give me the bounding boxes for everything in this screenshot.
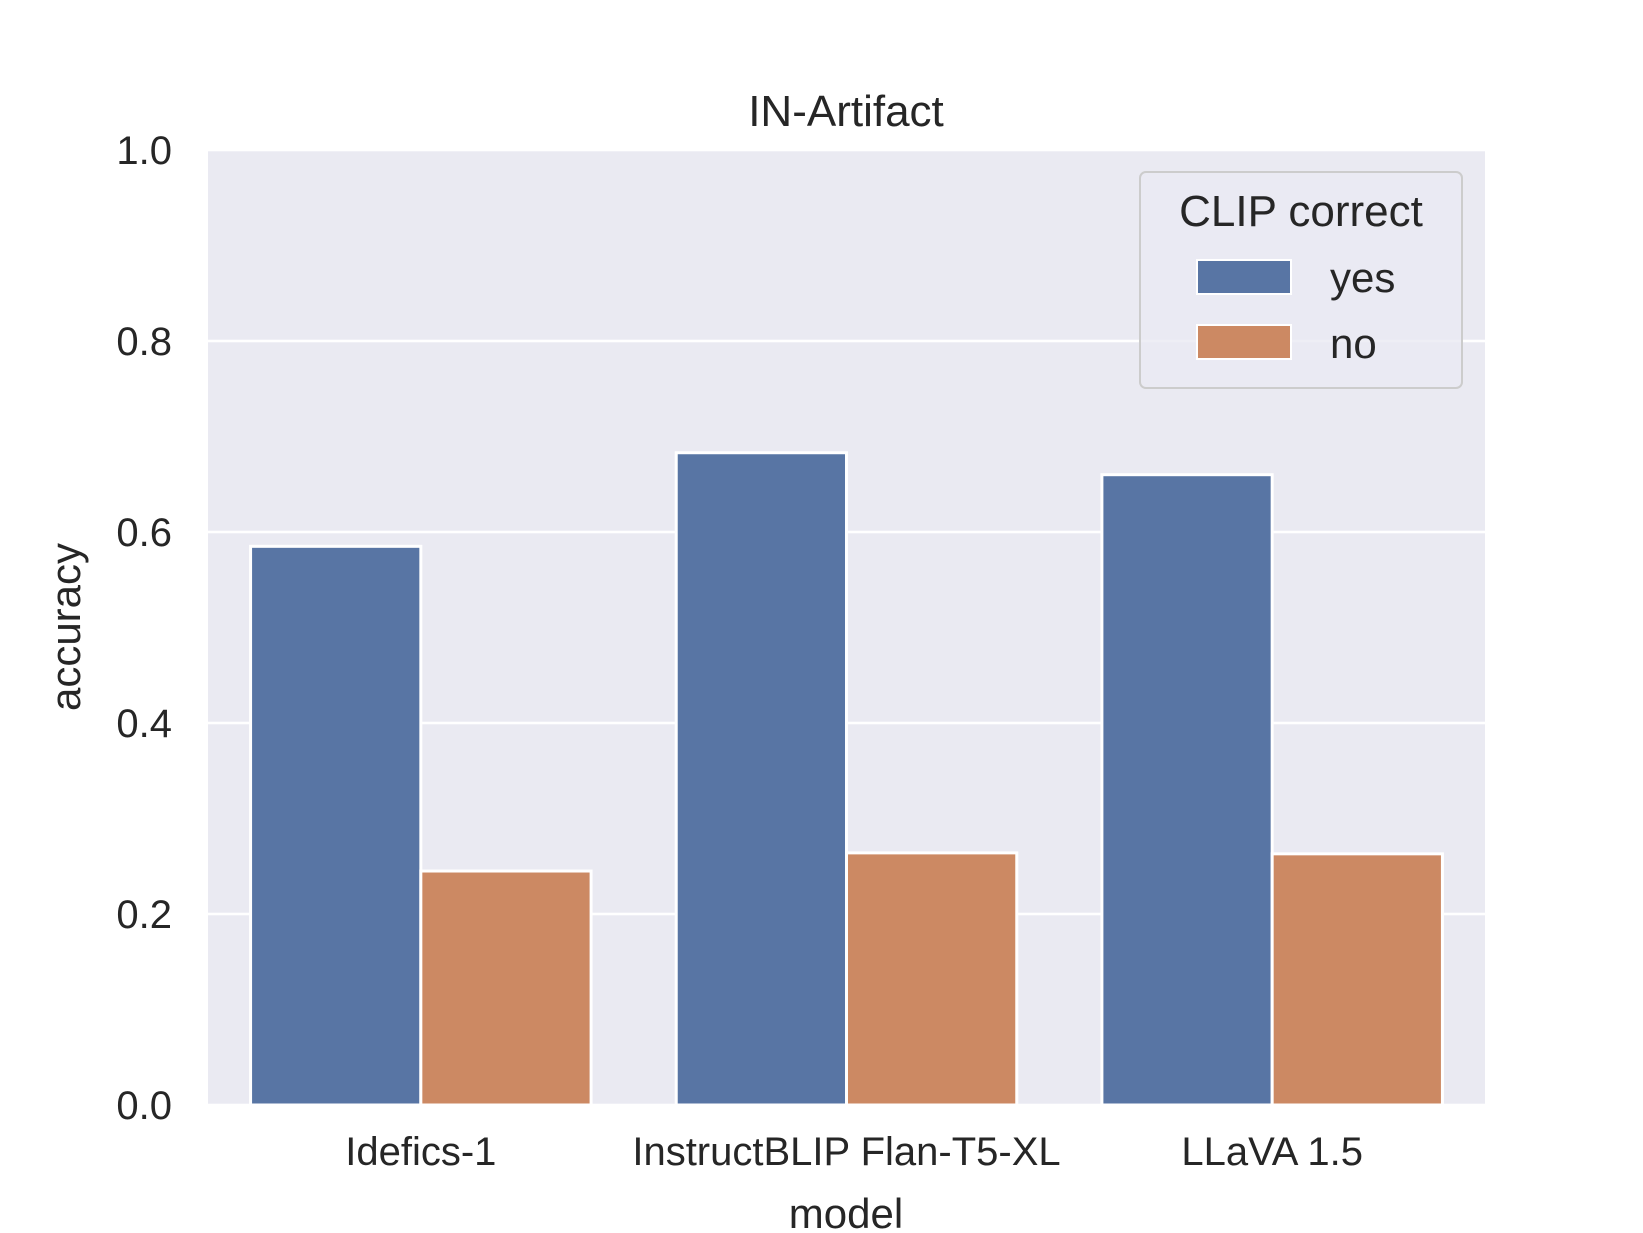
x-tick-label: InstructBLIP Flan-T5-XL xyxy=(632,1130,1060,1174)
legend-swatch-no xyxy=(1196,324,1292,360)
y-tick-label: 0.6 xyxy=(116,511,172,555)
bar-yes-0 xyxy=(249,544,423,1107)
bar-no-2 xyxy=(1270,852,1444,1107)
y-tick-labels: 0.0 0.2 0.4 0.6 0.8 1.0 xyxy=(116,129,172,1128)
legend-label-yes: yes xyxy=(1330,254,1395,301)
bars xyxy=(249,451,1444,1107)
x-axis-label: model xyxy=(789,1190,903,1233)
y-tick-label: 0.0 xyxy=(116,1084,172,1128)
x-tick-labels: Idefics-1 InstructBLIP Flan-T5-XL LLaVA 1.… xyxy=(345,1130,1363,1174)
legend-title: CLIP correct xyxy=(1179,187,1423,236)
y-tick-label: 0.4 xyxy=(116,702,172,746)
legend-swatch-yes xyxy=(1196,259,1292,295)
y-tick-label: 0.2 xyxy=(116,893,172,937)
y-tick-label: 1.0 xyxy=(116,129,172,173)
x-tick-label: Idefics-1 xyxy=(345,1130,496,1174)
bar-yes-2 xyxy=(1100,473,1274,1107)
legend-label-no: no xyxy=(1330,320,1377,367)
legend: CLIP correct yes no xyxy=(1139,171,1463,389)
y-tick-label: 0.8 xyxy=(116,320,172,364)
y-axis-label: accuracy xyxy=(42,543,89,711)
chart-title: IN-Artifact xyxy=(748,87,944,136)
bar-yes-1 xyxy=(674,451,848,1107)
bar-no-1 xyxy=(845,851,1019,1107)
x-tick-label: LLaVA 1.5 xyxy=(1181,1130,1363,1174)
bar-no-0 xyxy=(419,869,593,1107)
